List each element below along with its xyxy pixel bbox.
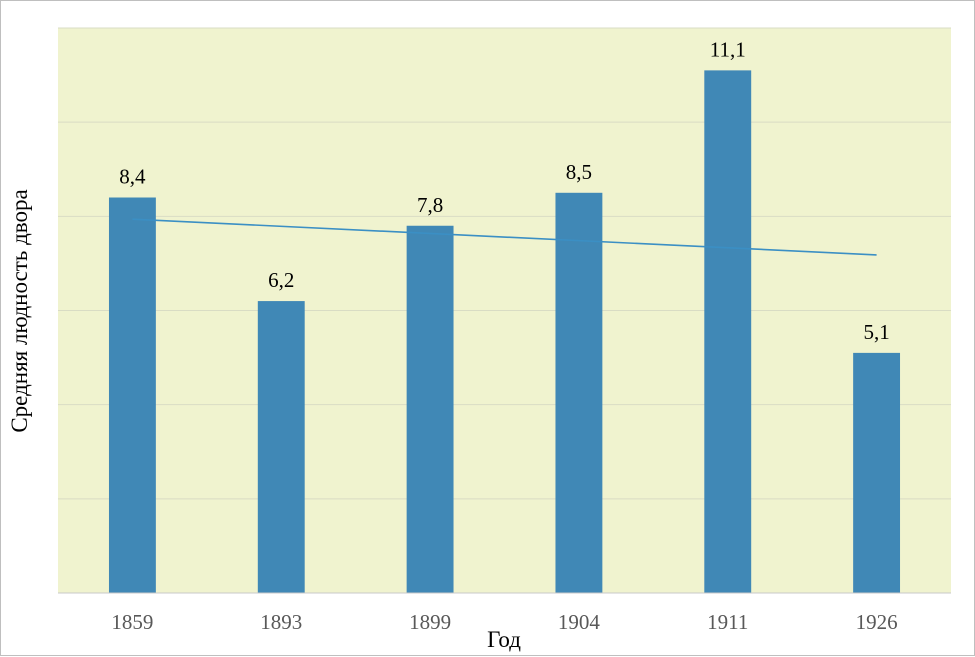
x-tick-label: 1859 [111,610,153,634]
x-tick-label: 1899 [409,610,451,634]
bar-1926 [853,352,901,593]
bar-1893 [257,301,305,593]
data-label: 8,5 [566,160,592,184]
bar-1899 [406,225,454,593]
gridlines [58,27,951,500]
data-label: 6,2 [268,268,294,292]
data-label: 8,4 [119,165,146,189]
x-tick-labels: 1859 1893 1899 1904 1911 1926 [111,610,897,634]
y-axis-title: Средняя людность двора [7,189,32,432]
bar-1859 [108,197,156,593]
x-axis-title: Год [487,627,521,652]
data-label: 5,1 [863,320,889,344]
trendline [132,218,877,256]
bar-1904 [555,192,603,593]
x-tick-label: 1926 [856,610,898,634]
bars [108,70,901,593]
bar-1911 [704,70,752,593]
trendline-line [132,218,877,256]
data-labels: 8,4 6,2 7,8 8,5 11,1 5,1 [119,37,889,344]
x-tick-label: 1911 [707,610,748,634]
x-tick-label: 1893 [260,610,302,634]
data-label: 11,1 [710,37,746,61]
x-tick-label: 1904 [558,610,601,634]
data-label: 7,8 [417,193,443,217]
